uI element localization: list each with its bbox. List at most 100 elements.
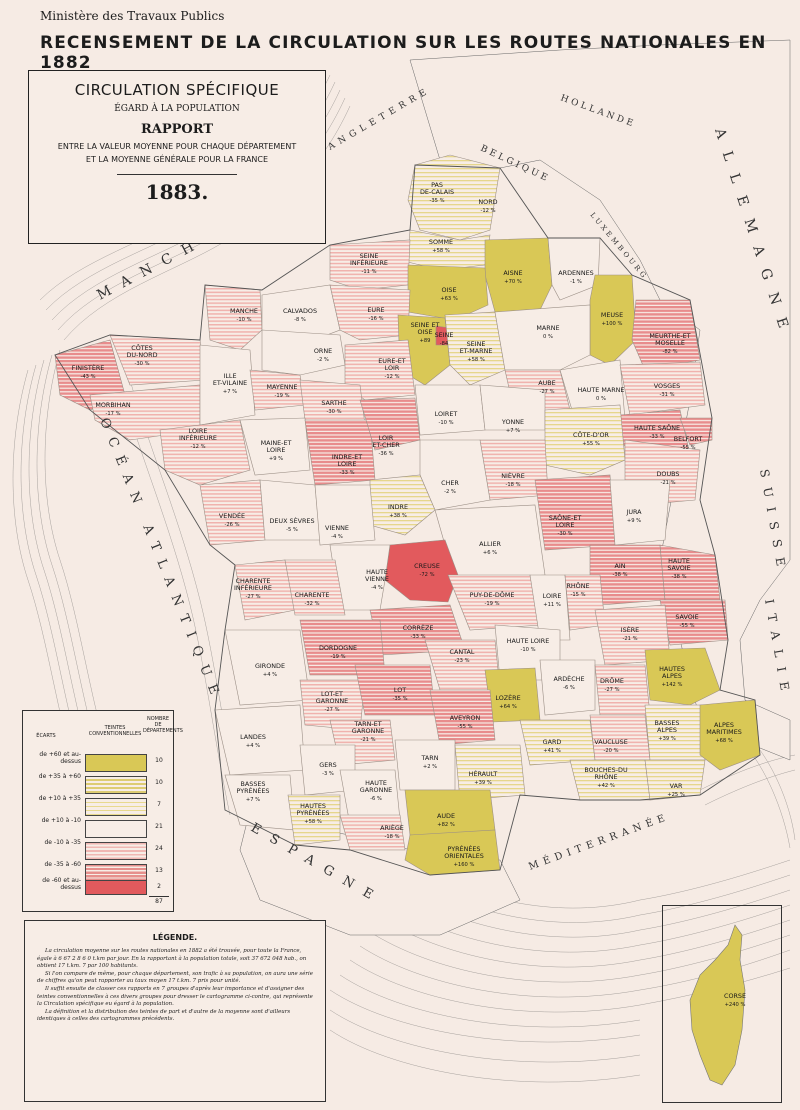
department-name: HAUTE — [365, 779, 387, 787]
department-value: -27 % — [245, 594, 260, 600]
department-name: CÔTE-D'OR — [573, 430, 609, 439]
legend-row-label: de -60 et au-dessus — [42, 877, 81, 891]
department-name: SOMME — [429, 238, 453, 246]
department-name: EURE — [367, 306, 384, 314]
department-value: +11 % — [543, 602, 561, 608]
department-value: -2 % — [444, 489, 456, 495]
legend-col-teintes: TEINTES CONVENTIONNELLES — [88, 725, 142, 737]
department-value: +64 % — [499, 704, 517, 710]
department-name: DOUBS — [657, 470, 680, 478]
department-value: -19 % — [274, 393, 289, 399]
department-name: MEURTHE-ET — [649, 332, 690, 340]
department-label: AUBE -27 % — [538, 379, 555, 395]
department-name: PAS — [431, 181, 443, 189]
department-value: +9 % — [269, 456, 283, 462]
department-name: TARN-ET — [353, 720, 381, 728]
department-name: CORRÈZE — [403, 623, 434, 632]
department-label: CHARENTE -32 % — [295, 591, 330, 607]
department-name: MARITIMES — [706, 728, 742, 736]
department-label: LOIRET -10 % — [435, 410, 458, 426]
department-label: HAUTE SAÔNE -33 % — [634, 423, 680, 440]
department-name: ET-MARNE — [460, 347, 493, 355]
department-name: AUDE — [437, 812, 455, 820]
department-value: -17 % — [105, 411, 120, 417]
department-name: DU-NORD — [126, 351, 157, 359]
department-name: MOSELLE — [655, 339, 685, 347]
legend-row-count: 10 — [155, 779, 163, 786]
legend-text-box: LÉGENDE. La circulation moyenne sur les … — [24, 920, 326, 1102]
department-label: GERS -3 % — [319, 761, 337, 777]
department-name: TARN — [421, 754, 439, 762]
department-name: ALPES — [662, 672, 682, 680]
department-value: +240 % — [725, 1002, 746, 1008]
department-name: LOT — [394, 686, 406, 694]
department-name: LOIR — [385, 364, 400, 372]
legend-row: de -35 à -60 13 — [23, 861, 173, 883]
department-name: ORIENTALES — [444, 852, 484, 860]
department-name: SEINE — [435, 331, 454, 339]
department-value: -4 % — [371, 585, 383, 591]
department-label: ISÈRE -21 % — [621, 625, 639, 642]
department-value: -6 % — [370, 796, 382, 802]
department-value: -12 % — [384, 374, 399, 380]
department-value: -12 % — [480, 208, 495, 214]
department-name: SEINE — [360, 252, 379, 260]
dept-region — [494, 304, 591, 371]
department-label: CORRÈZE -33 % — [403, 623, 434, 640]
department-label: VOSGES -31 % — [654, 382, 680, 398]
department-name: LANDES — [240, 733, 266, 741]
department-name: HAUTE LOIRE — [507, 637, 550, 645]
dept-region — [594, 664, 651, 716]
department-value: -10 % — [520, 647, 535, 653]
sea-contours — [12, 74, 796, 1083]
department-name: MAINE-ET — [261, 439, 292, 447]
department-label: GARD +41 % — [543, 738, 562, 754]
department-label: MAYENNE -19 % — [267, 383, 298, 399]
department-name: HAUTE — [366, 568, 388, 576]
dept-region — [239, 417, 311, 476]
department-name: CHARENTE — [236, 577, 271, 585]
department-value: +142 % — [662, 682, 683, 688]
department-name: PYRÉNÉES — [236, 786, 269, 795]
department-label: MORBIHAN -17 % — [95, 401, 130, 417]
department-value: +58 % — [467, 357, 485, 363]
department-label: ALLIER +6 % — [479, 540, 501, 556]
legend-row-label: de -35 à -60 — [44, 861, 82, 868]
legend-row-label: de +60 et au-dessus — [39, 751, 81, 765]
label-mediterranee: MÉDITERRANÉE — [527, 811, 671, 873]
legend-swatch — [85, 776, 147, 794]
department-value: -10 % — [236, 317, 251, 323]
department-value: -72 % — [419, 572, 434, 578]
legend-row-label: de +10 à +35 — [38, 795, 81, 802]
department-value: -1 % — [570, 279, 582, 285]
department-label: DEUX SÈVRES -5 % — [269, 516, 314, 533]
department-value: -43 % — [80, 374, 95, 380]
dept-region — [589, 274, 637, 366]
department-label: AISNE +70 % — [503, 269, 522, 285]
ministry-label: Ministère des Travaux Publics — [40, 9, 225, 23]
department-label: LOIRE +11 % — [543, 592, 562, 608]
dept-region — [644, 647, 721, 706]
department-label: VAUCLUSE -20 % — [594, 738, 628, 754]
department-name: VIENNE — [365, 575, 389, 583]
department-name: BASSES — [241, 780, 266, 788]
department-name: DEUX SÈVRES — [269, 516, 314, 525]
department-value: -33 % — [410, 634, 425, 640]
department-name: HAUTES — [300, 802, 326, 810]
department-label: RHÔNE -15 % — [566, 581, 589, 598]
department-label: HAUTE LOIRE -10 % — [507, 637, 550, 653]
department-name: LOIRET — [435, 410, 458, 418]
department-value: -27 % — [324, 707, 339, 713]
department-name: ALLIER — [479, 540, 501, 548]
